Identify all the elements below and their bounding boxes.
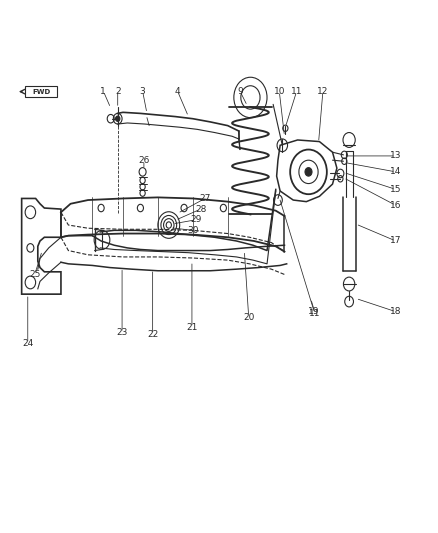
Text: 11: 11 [309,309,321,318]
Text: 29: 29 [191,215,202,224]
Text: 24: 24 [22,339,33,348]
Text: 3: 3 [140,86,145,95]
Text: 17: 17 [390,237,402,246]
Text: 10: 10 [273,86,285,95]
Text: 26: 26 [138,156,150,165]
Text: 9: 9 [237,86,243,95]
Text: 13: 13 [390,151,402,160]
Text: FWD: FWD [32,88,50,94]
Text: 23: 23 [117,328,128,337]
Text: 16: 16 [390,201,402,210]
Text: 27: 27 [199,194,211,203]
Text: 11: 11 [291,86,303,95]
Text: 18: 18 [390,307,402,316]
Text: 25: 25 [29,270,40,279]
Text: 22: 22 [147,330,158,339]
Text: 2: 2 [115,86,120,95]
Text: 21: 21 [186,323,198,332]
Text: 15: 15 [390,185,402,194]
Text: 19: 19 [308,307,320,316]
Text: 12: 12 [317,86,328,95]
Text: 14: 14 [390,167,402,176]
Text: 1: 1 [100,86,106,95]
Circle shape [305,167,312,176]
Text: 20: 20 [243,312,254,321]
Text: 28: 28 [195,205,206,214]
FancyBboxPatch shape [25,86,57,98]
Circle shape [116,116,120,122]
Text: 30: 30 [187,226,198,235]
Text: 4: 4 [175,86,180,95]
